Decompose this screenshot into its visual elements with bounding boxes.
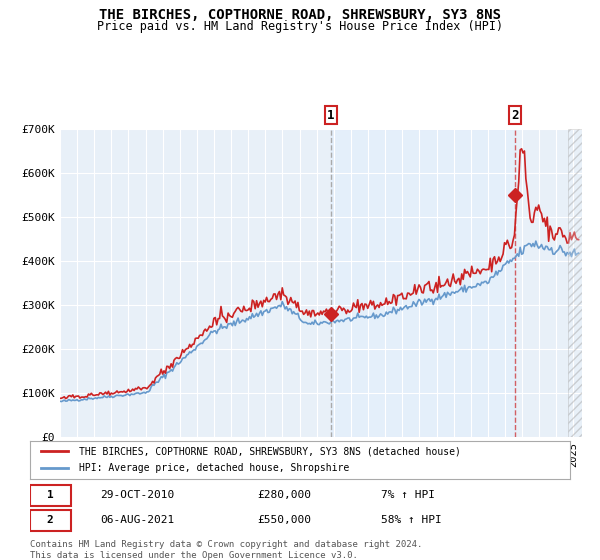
Text: 7% ↑ HPI: 7% ↑ HPI	[381, 491, 435, 501]
Bar	[331, 129, 515, 437]
Text: Price paid vs. HM Land Registry's House Price Index (HPI): Price paid vs. HM Land Registry's House …	[97, 20, 503, 32]
Text: £550,000: £550,000	[257, 515, 311, 525]
Text: 58% ↑ HPI: 58% ↑ HPI	[381, 515, 442, 525]
Text: Contains HM Land Registry data © Crown copyright and database right 2024.
This d: Contains HM Land Registry data © Crown c…	[30, 540, 422, 560]
Text: THE BIRCHES, COPTHORNE ROAD, SHREWSBURY, SY3 8NS (detached house): THE BIRCHES, COPTHORNE ROAD, SHREWSBURY,…	[79, 446, 460, 456]
Text: HPI: Average price, detached house, Shropshire: HPI: Average price, detached house, Shro…	[79, 463, 349, 473]
Text: 29-OCT-2010: 29-OCT-2010	[100, 491, 175, 501]
FancyBboxPatch shape	[30, 510, 71, 531]
Text: £280,000: £280,000	[257, 491, 311, 501]
Text: 1: 1	[47, 491, 53, 501]
Text: 06-AUG-2021: 06-AUG-2021	[100, 515, 175, 525]
Bar	[568, 129, 582, 437]
Text: 2: 2	[511, 109, 518, 122]
FancyBboxPatch shape	[30, 485, 71, 506]
Text: THE BIRCHES, COPTHORNE ROAD, SHREWSBURY, SY3 8NS: THE BIRCHES, COPTHORNE ROAD, SHREWSBURY,…	[99, 8, 501, 22]
Text: 1: 1	[327, 109, 335, 122]
Text: 2: 2	[47, 515, 53, 525]
